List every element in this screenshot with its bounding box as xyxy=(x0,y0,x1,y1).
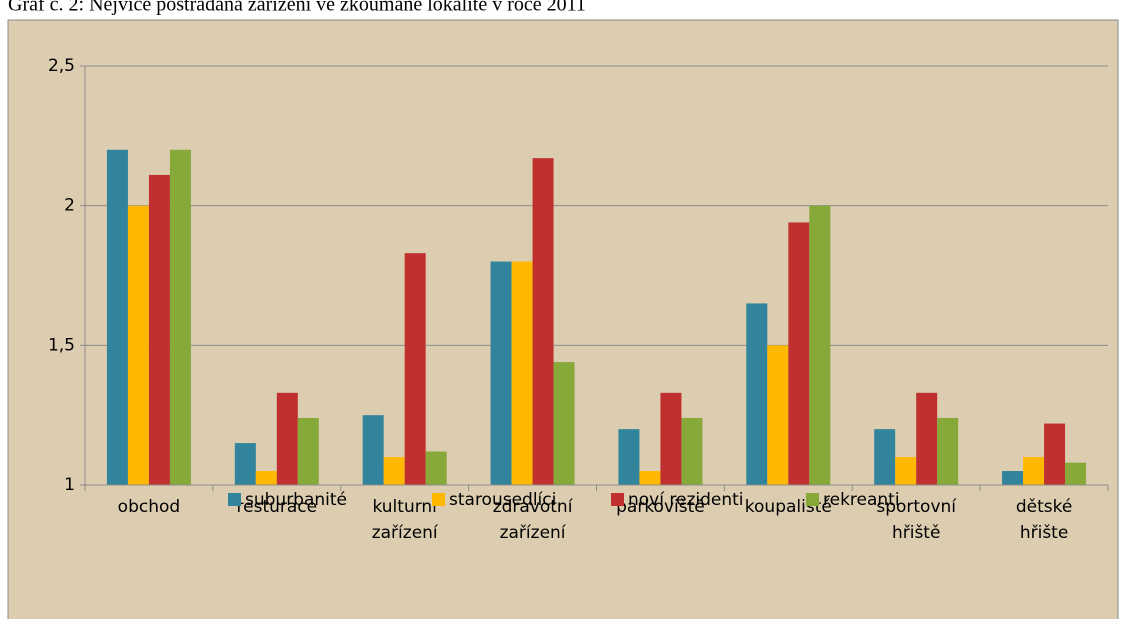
bar xyxy=(1065,462,1087,485)
bar xyxy=(362,415,384,485)
bar xyxy=(169,149,191,486)
x-tick-label: resturace xyxy=(237,497,318,517)
bar xyxy=(234,443,256,485)
bar xyxy=(1044,423,1066,485)
bar xyxy=(532,158,554,485)
legend-swatch xyxy=(432,493,445,506)
x-tick-label: dětské hřište xyxy=(1016,497,1072,543)
y-tick-label: 1 xyxy=(64,475,75,495)
bar xyxy=(106,149,128,486)
bar xyxy=(276,392,298,485)
chart-background xyxy=(7,19,1119,619)
legend-swatch xyxy=(611,493,624,506)
legend-swatch xyxy=(228,493,241,506)
bar xyxy=(767,345,789,485)
bar xyxy=(916,392,938,485)
bar xyxy=(383,457,405,485)
bar xyxy=(618,429,640,485)
bar xyxy=(937,417,959,485)
bar xyxy=(809,205,831,485)
legend-label: rekreanti xyxy=(823,490,900,510)
bar xyxy=(425,451,447,485)
y-tick-label: 2,5 xyxy=(48,56,75,76)
y-tick-label: 1,5 xyxy=(48,335,75,355)
legend-swatch xyxy=(806,493,819,506)
bar xyxy=(874,429,896,485)
bar xyxy=(681,417,703,485)
legend-label: suburbanité xyxy=(245,490,347,510)
x-tick-label: sportovní hřiště xyxy=(876,497,957,543)
legend-label: noví rezidenti xyxy=(628,490,744,510)
chart-title: Graf č. 2: Nejvíce postrádaná zařízení v… xyxy=(8,0,586,16)
bar xyxy=(788,222,810,485)
bar xyxy=(639,471,661,485)
bar xyxy=(660,392,682,485)
bar xyxy=(127,205,149,485)
bar xyxy=(1002,471,1024,485)
x-tick-label: parkoviště xyxy=(616,497,705,517)
x-tick-label: obchod xyxy=(118,497,181,517)
bar xyxy=(553,362,575,485)
legend-label: starousedlíci xyxy=(449,490,556,510)
x-tick-label: kulturní zařízení xyxy=(372,497,439,543)
bar xyxy=(255,471,277,485)
bar xyxy=(895,457,917,485)
bar xyxy=(746,303,768,485)
bar xyxy=(148,174,170,485)
bar xyxy=(511,261,533,485)
x-tick-label: zdravotní zařízení xyxy=(493,497,574,543)
bar xyxy=(490,261,512,485)
y-tick-label: 2 xyxy=(64,196,75,216)
bar xyxy=(1023,457,1045,485)
bar xyxy=(404,253,426,485)
bar xyxy=(297,417,319,485)
